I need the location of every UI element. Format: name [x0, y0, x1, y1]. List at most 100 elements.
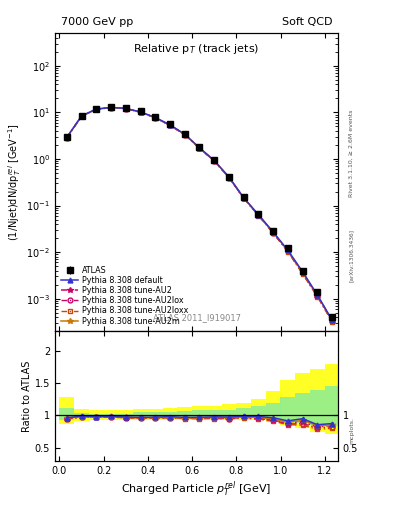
- Pythia 8.308 tune-AU2lox: [94, 106, 99, 112]
- Pythia 8.308 default: [108, 104, 113, 111]
- Pythia 8.308 tune-AU2loxx: [241, 195, 246, 201]
- Pythia 8.308 default: [153, 114, 158, 120]
- Pythia 8.308 tune-AU2loxx: [182, 132, 187, 138]
- Pythia 8.308 tune-AU2m: [300, 269, 305, 275]
- Pythia 8.308 tune-AU2lox: [108, 104, 113, 111]
- Pythia 8.308 default: [182, 131, 187, 137]
- Pythia 8.308 tune-AU2lox: [241, 195, 246, 201]
- Pythia 8.308 tune-AU2: [153, 115, 158, 121]
- Pythia 8.308 tune-AU2loxx: [285, 248, 290, 254]
- Text: Soft QCD: Soft QCD: [282, 16, 332, 27]
- Pythia 8.308 tune-AU2: [315, 293, 320, 299]
- Pythia 8.308 default: [138, 109, 143, 115]
- Pythia 8.308 tune-AU2loxx: [212, 158, 217, 164]
- Pythia 8.308 tune-AU2: [79, 113, 84, 119]
- Line: Pythia 8.308 tune-AU2m: Pythia 8.308 tune-AU2m: [64, 105, 335, 323]
- Pythia 8.308 tune-AU2: [256, 212, 261, 218]
- Pythia 8.308 tune-AU2loxx: [197, 145, 202, 151]
- Pythia 8.308 tune-AU2: [182, 132, 187, 138]
- Pythia 8.308 tune-AU2loxx: [227, 175, 231, 181]
- Pythia 8.308 tune-AU2: [108, 104, 113, 111]
- Pythia 8.308 tune-AU2m: [153, 115, 158, 121]
- Pythia 8.308 tune-AU2m: [271, 229, 275, 236]
- Pythia 8.308 tune-AU2loxx: [64, 135, 69, 141]
- Legend: ATLAS, Pythia 8.308 default, Pythia 8.308 tune-AU2, Pythia 8.308 tune-AU2lox, Py: ATLAS, Pythia 8.308 default, Pythia 8.30…: [59, 264, 189, 327]
- Pythia 8.308 tune-AU2lox: [123, 105, 128, 112]
- Pythia 8.308 default: [64, 134, 69, 140]
- Pythia 8.308 default: [168, 122, 173, 128]
- Pythia 8.308 tune-AU2loxx: [138, 109, 143, 115]
- Y-axis label: (1/Njet)dN/dp$_T^{rel}$ [GeV$^{-1}$]: (1/Njet)dN/dp$_T^{rel}$ [GeV$^{-1}$]: [7, 123, 24, 241]
- Pythia 8.308 tune-AU2: [285, 248, 290, 254]
- Pythia 8.308 tune-AU2loxx: [153, 115, 158, 121]
- Pythia 8.308 tune-AU2loxx: [94, 106, 99, 113]
- Pythia 8.308 tune-AU2lox: [285, 248, 290, 254]
- Pythia 8.308 default: [227, 174, 231, 180]
- Pythia 8.308 default: [197, 144, 202, 151]
- Y-axis label: Ratio to ATLAS: Ratio to ATLAS: [22, 360, 32, 432]
- Pythia 8.308 tune-AU2m: [330, 317, 334, 324]
- Pythia 8.308 tune-AU2lox: [256, 212, 261, 218]
- Pythia 8.308 default: [285, 247, 290, 253]
- Pythia 8.308 tune-AU2m: [256, 212, 261, 218]
- Pythia 8.308 tune-AU2loxx: [123, 105, 128, 112]
- Pythia 8.308 tune-AU2lox: [330, 318, 334, 324]
- Line: Pythia 8.308 tune-AU2lox: Pythia 8.308 tune-AU2lox: [64, 105, 334, 324]
- Pythia 8.308 tune-AU2loxx: [271, 230, 275, 236]
- Pythia 8.308 tune-AU2m: [212, 158, 217, 164]
- Pythia 8.308 default: [315, 292, 320, 298]
- Text: [arXiv:1306.3436]: [arXiv:1306.3436]: [349, 229, 354, 283]
- Pythia 8.308 tune-AU2: [330, 317, 334, 324]
- Pythia 8.308 tune-AU2loxx: [79, 113, 84, 119]
- Pythia 8.308 tune-AU2m: [123, 105, 128, 112]
- X-axis label: Charged Particle $p_T^{rel}$ [GeV]: Charged Particle $p_T^{rel}$ [GeV]: [121, 480, 272, 499]
- Pythia 8.308 tune-AU2: [94, 106, 99, 112]
- Pythia 8.308 tune-AU2loxx: [168, 122, 173, 129]
- Pythia 8.308 default: [123, 105, 128, 112]
- Pythia 8.308 tune-AU2m: [108, 104, 113, 111]
- Pythia 8.308 tune-AU2loxx: [315, 294, 320, 300]
- Pythia 8.308 tune-AU2m: [315, 292, 320, 298]
- Pythia 8.308 tune-AU2m: [241, 195, 246, 201]
- Pythia 8.308 tune-AU2: [123, 105, 128, 112]
- Pythia 8.308 tune-AU2: [271, 230, 275, 236]
- Text: ATLAS 2011_I919017: ATLAS 2011_I919017: [152, 313, 241, 323]
- Pythia 8.308 tune-AU2: [241, 195, 246, 201]
- Pythia 8.308 default: [94, 106, 99, 112]
- Pythia 8.308 tune-AU2m: [64, 135, 69, 141]
- Text: Rivet 3.1.10, ≥ 2.6M events: Rivet 3.1.10, ≥ 2.6M events: [349, 110, 354, 197]
- Pythia 8.308 tune-AU2lox: [197, 145, 202, 151]
- Pythia 8.308 tune-AU2lox: [182, 132, 187, 138]
- Pythia 8.308 tune-AU2loxx: [330, 318, 334, 325]
- Line: Pythia 8.308 tune-AU2: Pythia 8.308 tune-AU2: [64, 105, 335, 323]
- Pythia 8.308 tune-AU2loxx: [256, 212, 261, 219]
- Pythia 8.308 tune-AU2lox: [64, 135, 69, 141]
- Pythia 8.308 tune-AU2m: [285, 248, 290, 254]
- Pythia 8.308 tune-AU2: [197, 145, 202, 151]
- Pythia 8.308 default: [241, 195, 246, 201]
- Pythia 8.308 tune-AU2: [138, 109, 143, 115]
- Pythia 8.308 tune-AU2: [168, 122, 173, 129]
- Line: Pythia 8.308 tune-AU2loxx: Pythia 8.308 tune-AU2loxx: [64, 105, 334, 324]
- Pythia 8.308 default: [271, 229, 275, 235]
- Text: 7000 GeV pp: 7000 GeV pp: [61, 16, 133, 27]
- Text: mcplots.: mcplots.: [349, 417, 354, 443]
- Pythia 8.308 default: [300, 269, 305, 275]
- Pythia 8.308 tune-AU2m: [138, 109, 143, 115]
- Pythia 8.308 tune-AU2: [227, 175, 231, 181]
- Pythia 8.308 tune-AU2m: [227, 174, 231, 180]
- Text: Relative p$_T$ (track jets): Relative p$_T$ (track jets): [133, 42, 260, 56]
- Pythia 8.308 tune-AU2m: [197, 145, 202, 151]
- Pythia 8.308 tune-AU2m: [182, 132, 187, 138]
- Pythia 8.308 tune-AU2lox: [227, 175, 231, 181]
- Pythia 8.308 tune-AU2m: [168, 122, 173, 128]
- Pythia 8.308 default: [330, 317, 334, 323]
- Pythia 8.308 tune-AU2loxx: [300, 271, 305, 277]
- Pythia 8.308 tune-AU2lox: [153, 115, 158, 121]
- Pythia 8.308 tune-AU2: [300, 270, 305, 276]
- Pythia 8.308 tune-AU2lox: [271, 230, 275, 236]
- Pythia 8.308 tune-AU2lox: [138, 109, 143, 115]
- Pythia 8.308 tune-AU2: [212, 158, 217, 164]
- Pythia 8.308 tune-AU2loxx: [108, 104, 113, 111]
- Pythia 8.308 default: [256, 211, 261, 218]
